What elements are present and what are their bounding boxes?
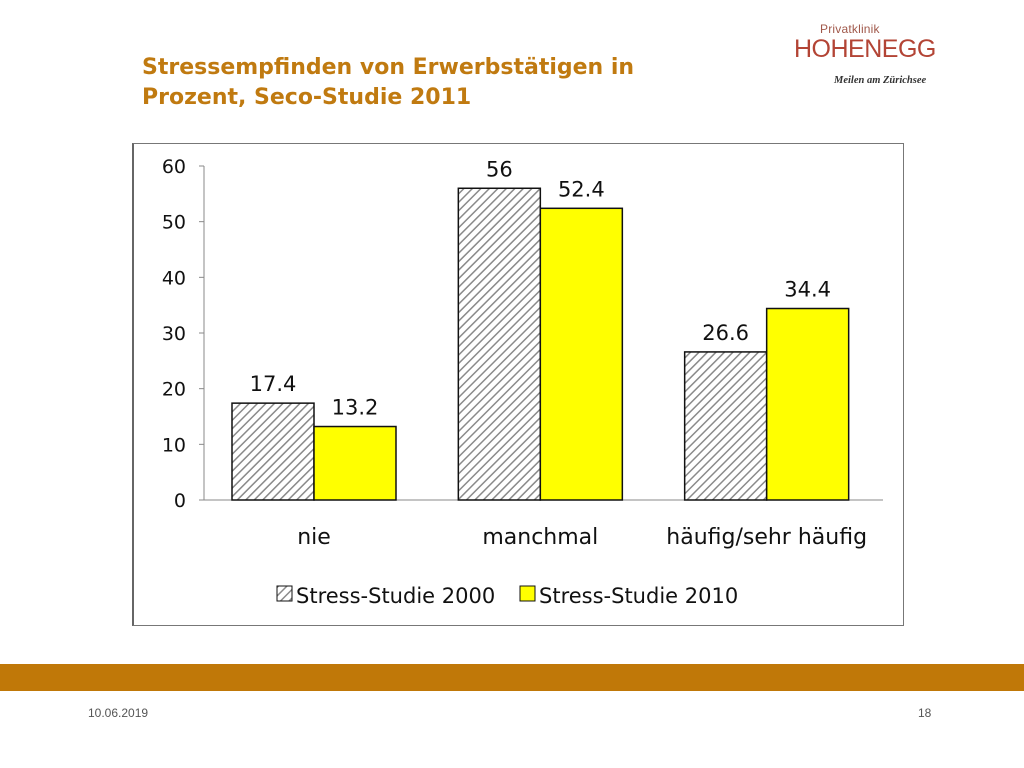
y-tick-label: 50 <box>162 212 186 234</box>
data-label: 34.4 <box>784 278 831 302</box>
slide-title-line-2: Prozent, Seco-Studie 2011 <box>142 85 472 110</box>
y-tick-label: 0 <box>174 490 186 512</box>
data-label: 26.6 <box>702 321 749 345</box>
logo-top-text: Privatklinik <box>820 22 880 36</box>
y-tick-label: 30 <box>162 323 186 345</box>
slide-title: Stressempfinden von Erwerbstätigen in Pr… <box>142 53 742 113</box>
legend-label: Stress-Studie 2010 <box>539 584 738 608</box>
y-tick-label: 20 <box>162 379 186 401</box>
bar-study-2010 <box>313 425 397 501</box>
x-tick-label: manchmal <box>482 525 598 550</box>
bar-study-2000 <box>457 187 542 501</box>
data-label: 17.4 <box>250 372 297 396</box>
chart-frame: 0 10 20 30 40 50 60 17.4 13.2 nie 56 52.4 manchmal 26… <box>132 143 904 626</box>
legend-swatch <box>519 585 536 602</box>
y-tick-label: 60 <box>162 156 186 178</box>
footer-date: 10.06.2019 <box>88 706 149 720</box>
legend-label: Stress-Studie 2000 <box>296 584 495 608</box>
bar-study-2010 <box>765 307 850 501</box>
data-label: 52.4 <box>558 177 605 201</box>
bar-study-2000 <box>231 402 315 501</box>
bar-study-2000 <box>683 351 768 501</box>
slide-title-line-1: Stressempfinden von Erwerbstätigen in <box>142 55 635 80</box>
x-tick-label: häufig/sehr häufig <box>666 525 867 550</box>
data-label: 13.2 <box>332 396 379 420</box>
logo-main-text: HOHENEGG <box>794 35 936 63</box>
bar-chart: 0 10 20 30 40 50 60 17.4 13.2 nie 56 52.4 manchmal 26… <box>162 156 883 608</box>
footer-bar <box>0 664 1024 691</box>
y-tick-label: 40 <box>162 267 186 289</box>
data-label: 56 <box>486 157 513 181</box>
page-number: 18 <box>918 706 932 720</box>
logo-sub-text: Meilen am Zürichsee <box>834 75 927 86</box>
bar-study-2010 <box>539 207 624 501</box>
clinic-logo: Privatklinik HOHENEGG Meilen am Zürichse… <box>784 22 954 92</box>
legend-swatch <box>276 585 293 602</box>
x-tick-label: nie <box>297 525 331 550</box>
y-tick-label: 10 <box>162 434 186 456</box>
